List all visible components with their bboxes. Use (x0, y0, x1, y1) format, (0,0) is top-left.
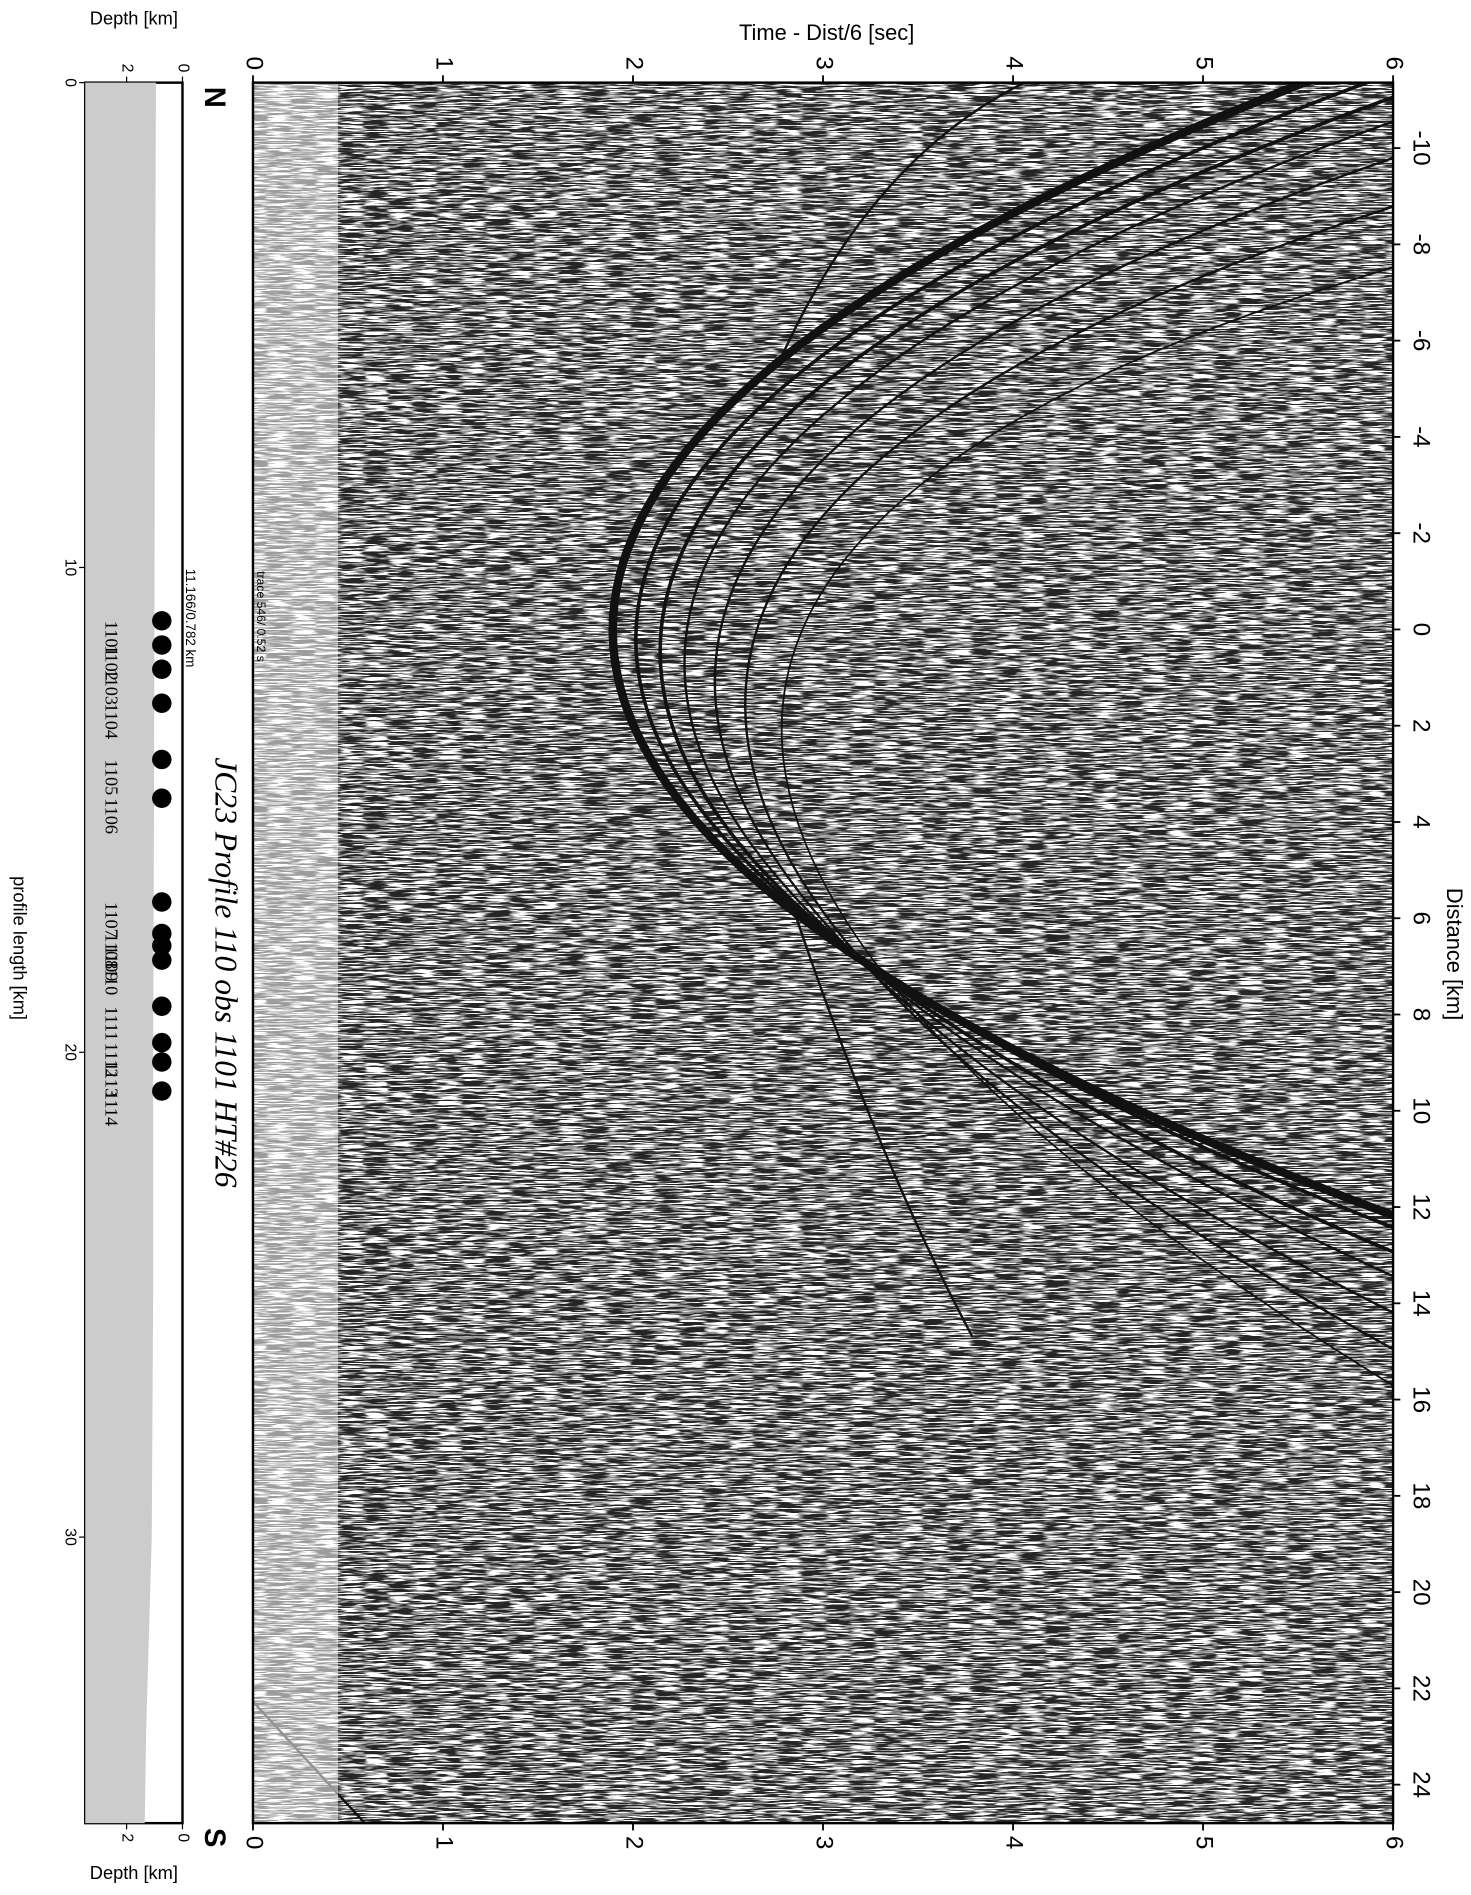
station-label: 1106 (101, 798, 121, 834)
y-tick-label: 6 (1381, 56, 1408, 70)
x-tick-label: 18 (1407, 1482, 1434, 1509)
x-tick-label: -10 (1407, 131, 1434, 166)
y-tick-label: 1 (431, 1836, 458, 1850)
x-tick-label: -4 (1407, 426, 1434, 448)
y-tick-label: 2 (118, 1833, 135, 1842)
y-tick-label: 0 (174, 1833, 191, 1842)
annotation: 11.166/0.782 km (183, 569, 198, 668)
station (152, 635, 172, 655)
station-label: 1107 (101, 902, 121, 938)
annotation: trace 546/ 0.52 s (254, 571, 268, 661)
station-label: 1111 (101, 1006, 121, 1040)
y-tick-label: 2 (621, 56, 648, 70)
x-tick-label: 30 (61, 1528, 78, 1546)
y-tick-label: 0 (241, 56, 268, 70)
inset-x-title: profile length [km] (10, 876, 31, 1020)
y-tick-label: 5 (1191, 56, 1218, 70)
station (152, 1052, 172, 1072)
x-tick-label: 24 (1407, 1771, 1434, 1798)
station-label: 1101 (101, 621, 121, 657)
depth-label: Depth [km] (90, 7, 178, 28)
bathymetry-area (85, 82, 156, 1824)
x-tick-label: 2 (1407, 719, 1434, 733)
x-tick-label: 20 (1407, 1579, 1434, 1606)
y-tick-label: 6 (1381, 1836, 1408, 1850)
x-tick-label: 20 (61, 1043, 78, 1061)
x-tick-label: -8 (1407, 234, 1434, 256)
x-tick-label: -2 (1407, 522, 1434, 544)
station-label: 1102 (101, 645, 121, 681)
y-tick-label: 0 (241, 1836, 268, 1850)
station-label: 1112 (101, 1043, 121, 1078)
station-label: 1104 (101, 703, 121, 739)
x-tick-label: 0 (61, 78, 78, 87)
station (152, 892, 172, 912)
station-label: 1108 (101, 934, 121, 970)
station (152, 693, 172, 713)
x-tick-label: 14 (1407, 1290, 1434, 1317)
y-tick-label: 3 (811, 1836, 838, 1850)
y-tick-label: 5 (1191, 1836, 1218, 1850)
x-tick-label: -6 (1407, 330, 1434, 352)
station-label: 1103 (101, 669, 121, 705)
depth-label: Depth [km] (90, 1862, 178, 1883)
station (152, 1032, 172, 1053)
x-tick-label: 12 (1407, 1194, 1434, 1221)
y-tick-label: 4 (1001, 1836, 1028, 1850)
y-tick-label: 0 (174, 64, 191, 73)
station (152, 749, 172, 770)
station (152, 788, 172, 808)
station (152, 950, 172, 970)
x-tick-label: 16 (1407, 1386, 1434, 1413)
y-tick-label: 2 (118, 64, 135, 73)
station (152, 935, 172, 956)
station (152, 1081, 172, 1101)
station-label: 1105 (101, 759, 121, 795)
y-tick-label: 3 (811, 56, 838, 70)
x-tick-label: 0 (1407, 623, 1434, 637)
station-label: 1109 (101, 946, 121, 982)
end-label: S (198, 1828, 230, 1847)
x-tick-label: 22 (1407, 1675, 1434, 1702)
station-label: 1114 (101, 1091, 121, 1126)
x-tick-label: 6 (1407, 911, 1434, 925)
y-tick-label: 2 (621, 1836, 648, 1850)
station (152, 611, 172, 631)
seismic-texture (252, 82, 1394, 1824)
end-label: N (198, 87, 230, 108)
y-axis-title: Time - Dist/6 [sec] (739, 20, 914, 45)
y-tick-label: 1 (431, 56, 458, 70)
chart-title: JC23 Profile 110 obs 1101 HT#26 (208, 757, 243, 1188)
x-tick-label: 10 (1407, 1097, 1434, 1124)
x-tick-label: 8 (1407, 1008, 1434, 1022)
y-tick-label: 4 (1001, 56, 1028, 70)
station (152, 996, 172, 1016)
x-tick-label: 4 (1407, 815, 1434, 829)
station-label: 1113 (101, 1062, 121, 1097)
station (152, 659, 172, 680)
station-label: 1110 (101, 960, 121, 995)
x-tick-label: 10 (61, 559, 78, 577)
x-axis-title: Distance [km] (1442, 888, 1467, 1020)
